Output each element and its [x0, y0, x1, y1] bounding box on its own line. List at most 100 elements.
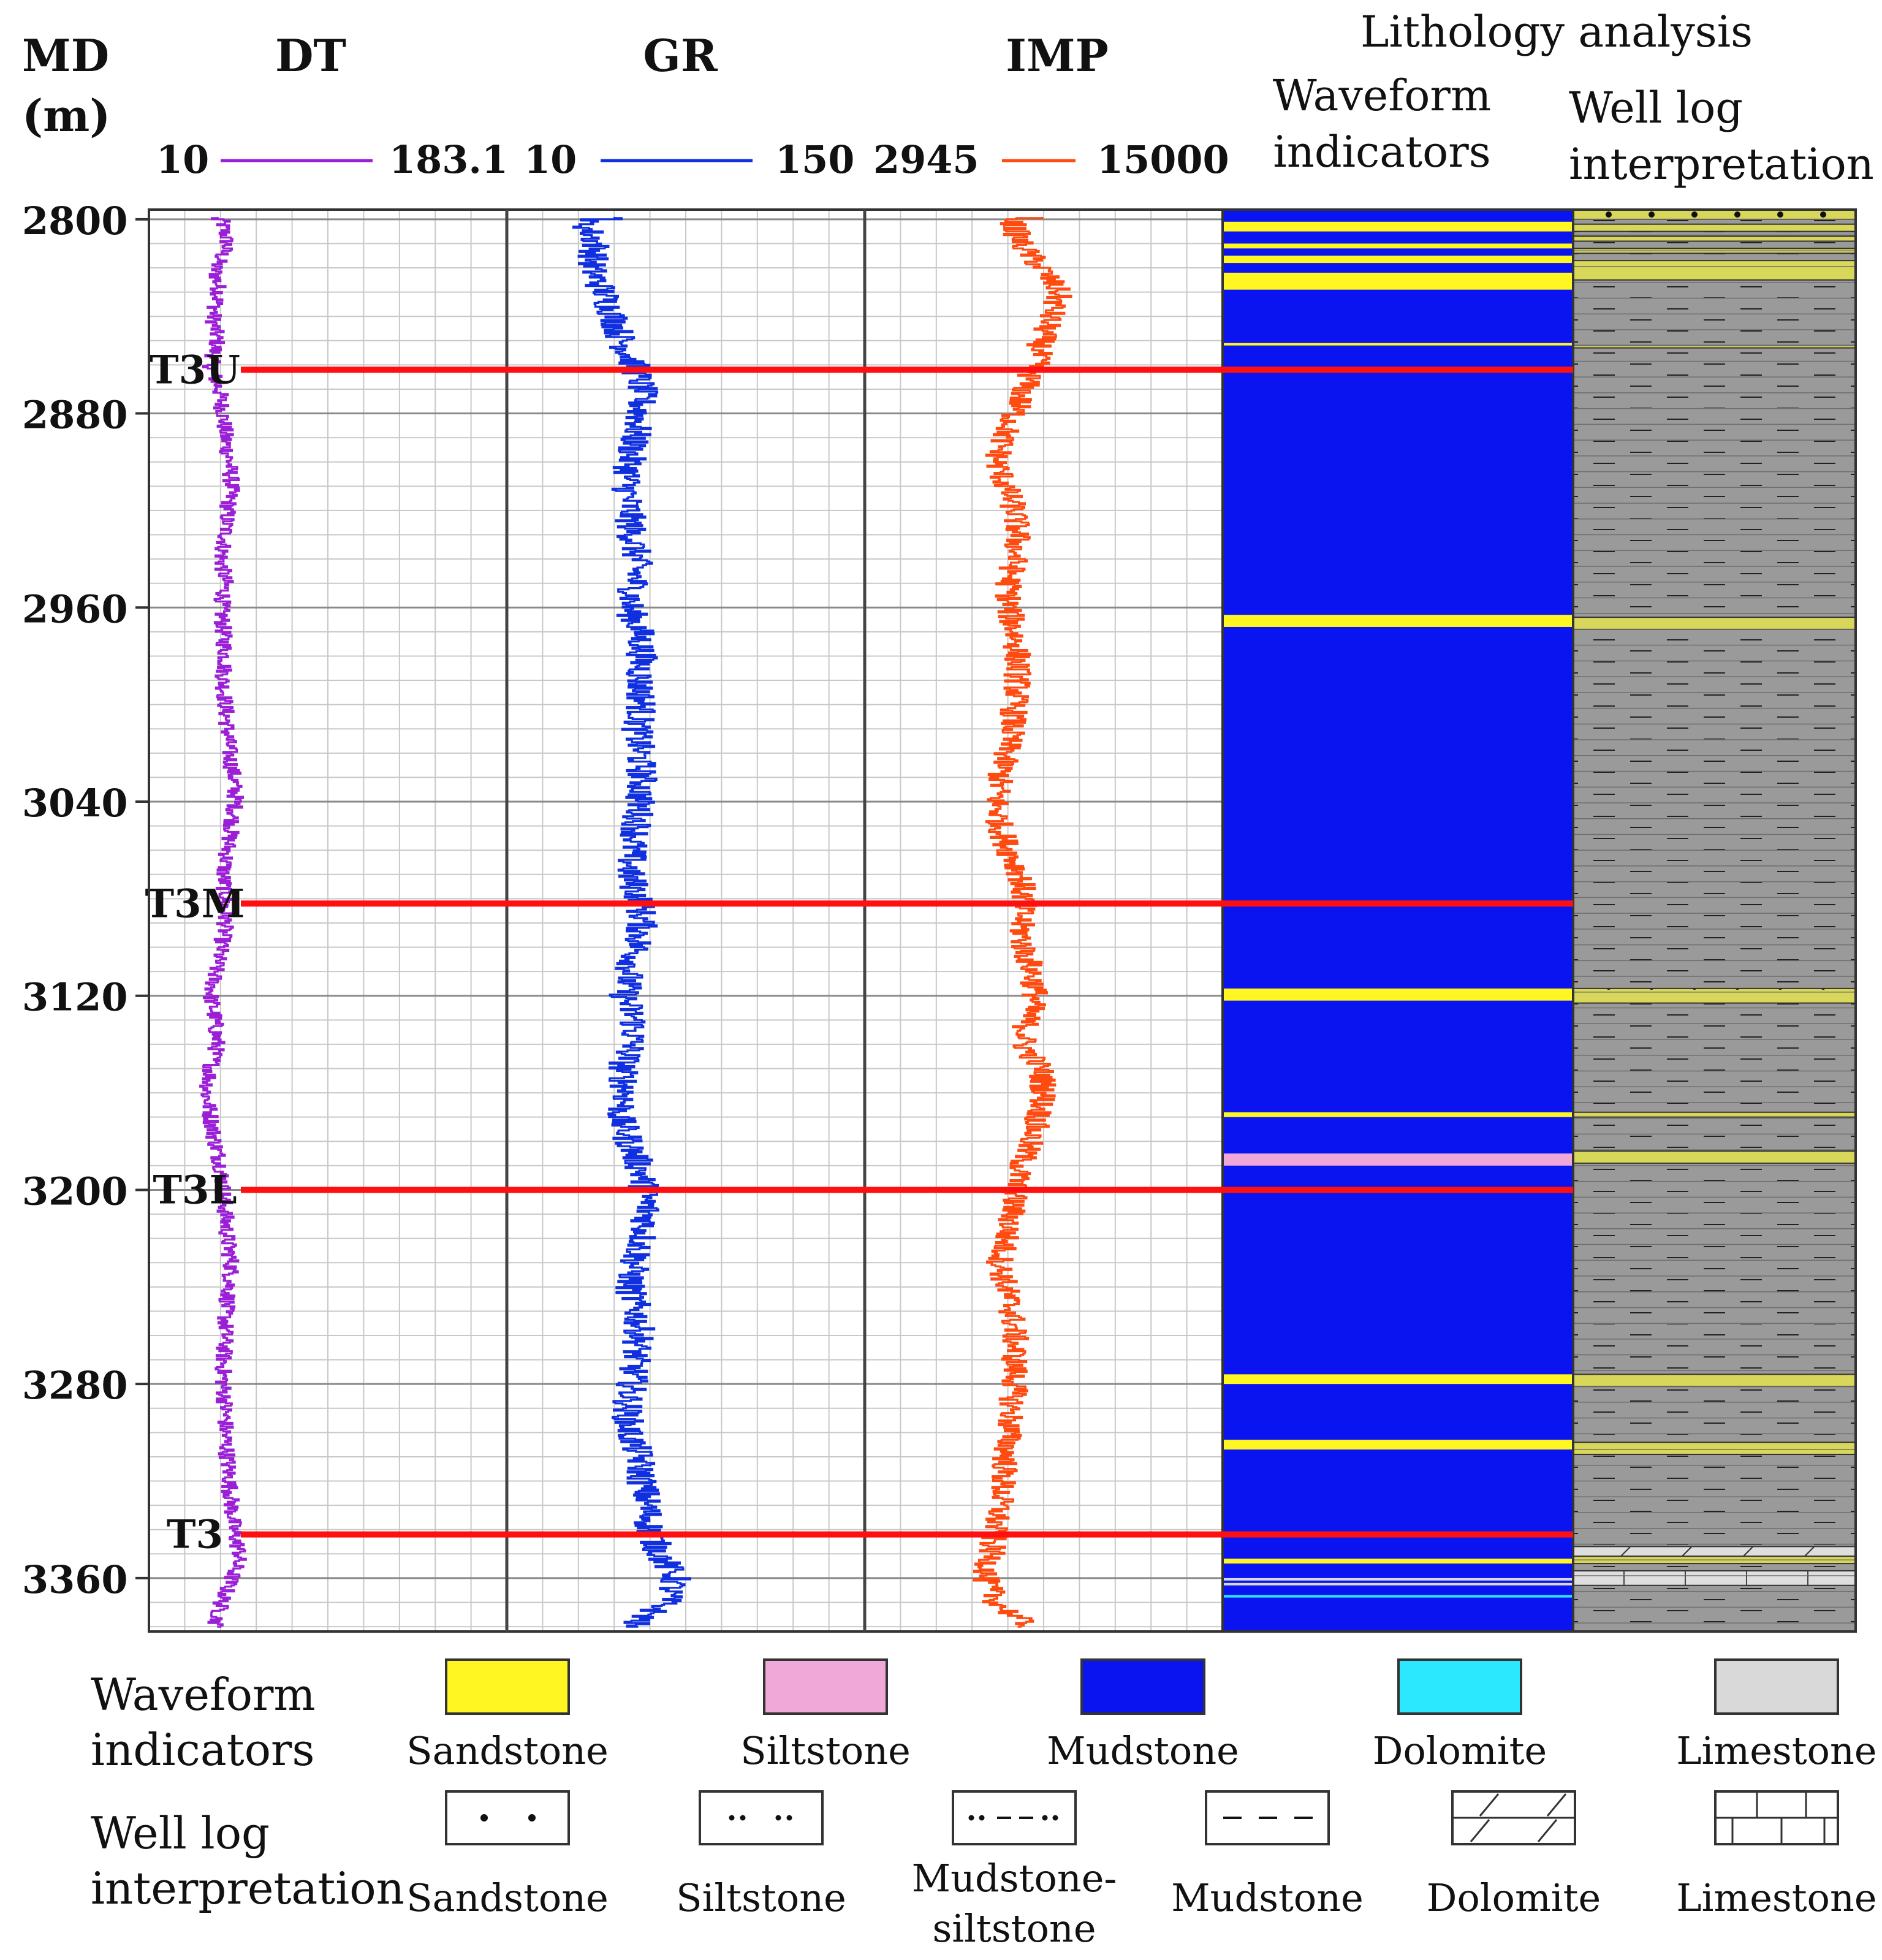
depth-axis: 2800 2880 2960 3040 3120 3200 3280 3360: [22, 199, 150, 1631]
gr-max-label: 150: [775, 137, 854, 182]
welllog-pattern-sandstone: [1573, 345, 1856, 348]
legend-label-sandstone: Sandstone: [406, 1875, 609, 1920]
waveform-band-sandstone: [1223, 615, 1573, 627]
md-unit-label: (m): [22, 89, 110, 142]
legend-pattern-dot: [528, 1814, 536, 1821]
md-label: MD: [22, 29, 109, 82]
gr-min-label: 10: [524, 137, 577, 182]
legend-swatch-dolomite: [1397, 1658, 1522, 1715]
welllog-pattern-mudstone: [1573, 210, 1856, 1631]
waveform-band-limestone: [1223, 1578, 1573, 1581]
waveform-band-sandstone: [1223, 1440, 1573, 1450]
legend-welllog-title-line1: Well log: [91, 1807, 270, 1859]
legend-pattern-dot: [1052, 1815, 1058, 1821]
track-name-dt: DT: [275, 29, 346, 82]
welllog-pattern-sandstone: [1573, 260, 1856, 280]
legend-label-limestone: Limestone: [1676, 1728, 1876, 1773]
legend-pattern-sandstone: [445, 1790, 570, 1845]
depth-tick-label: 2960: [22, 587, 128, 631]
welllog-pattern-sandstone: [1573, 1374, 1856, 1387]
depth-tick-label: 2880: [22, 393, 128, 438]
welllog-pattern-sandstone: [1573, 224, 1856, 232]
legend-pattern-dot: [968, 1815, 974, 1821]
waveform-band-limestone: [1223, 1582, 1573, 1586]
waveform-band-sandstone: [1223, 243, 1573, 249]
legend-swatch-limestone: [1714, 1658, 1839, 1715]
legend-pattern-dot: [786, 1815, 792, 1821]
welllog-pattern-limestone: [1573, 1571, 1856, 1586]
log-curves: [199, 216, 1072, 1628]
waveform-band-sandstone: [1223, 1374, 1573, 1385]
waveform-band-siltstone: [1223, 1153, 1573, 1166]
legend-waveform-title-line1: Waveform: [91, 1669, 316, 1720]
welllog-pattern-siltstone: [1573, 1151, 1856, 1163]
welllog-pattern-sandstone: [1573, 617, 1856, 629]
horizon-label-t3m: T3M: [145, 881, 245, 927]
horizon-label-t3u: T3U: [150, 347, 240, 393]
legend-pattern-dot: [740, 1815, 746, 1821]
legend-welllog-title-line2: interpretation: [91, 1863, 404, 1914]
legend-waveform-title-line2: indicators: [91, 1724, 314, 1776]
legend-pattern-dot: [1042, 1815, 1048, 1821]
waveform-band-sandstone: [1223, 272, 1573, 290]
legend-label-mudstone: Mudstone: [1171, 1875, 1364, 1920]
waveform-band-dolomite: [1223, 1595, 1573, 1598]
legend-pattern-siltstone: [699, 1790, 824, 1845]
waveform-title-line2: indicators: [1273, 127, 1490, 177]
legend-welllog-items: Sandstone Siltstone Mudstone-siltstone Muds…: [406, 1790, 1877, 1951]
legend-pattern-dot: [979, 1815, 985, 1821]
legend-swatch-siltstone: [763, 1658, 888, 1715]
welllog-title-line1: Well log: [1569, 83, 1743, 133]
legend-pattern-slash: [1546, 1793, 1567, 1817]
legend-label-sandstone: Sandstone: [406, 1728, 609, 1773]
legend-label-mudstone: Mudstone: [1047, 1728, 1239, 1773]
welllog-pattern-sandstone: [1573, 1112, 1856, 1117]
track-name-gr: GR: [643, 29, 718, 82]
legend-pattern-slash: [1479, 1793, 1500, 1817]
legend-label-mudstone-siltstone-line2: siltstone: [932, 1906, 1096, 1951]
legend-pattern-slash: [1537, 1819, 1558, 1842]
legend-label-limestone: Limestone: [1676, 1875, 1876, 1920]
waveform-band-sandstone: [1223, 256, 1573, 264]
imp-min-label: 2945: [873, 137, 979, 182]
waveform-band-sandstone: [1223, 221, 1573, 232]
depth-tick-label: 2800: [22, 199, 128, 243]
legend-pattern-dot: [480, 1814, 488, 1821]
curve-dt: [199, 216, 247, 1628]
horizon-lines: T3U T3M T3L T3: [145, 347, 1573, 1558]
depth-tick-label: 3280: [22, 1363, 128, 1408]
waveform-band-sandstone: [1223, 1112, 1573, 1117]
legend-label-mudstone-siltstone-line1: Mudstone-: [912, 1856, 1117, 1901]
welllog-pattern-sandstone: [1573, 236, 1856, 241]
legend-swatch-mudstone: [1080, 1658, 1205, 1715]
lithology-title: Lithology analysis: [1360, 7, 1753, 57]
legend-label-siltstone: Siltstone: [676, 1875, 846, 1920]
depth-tick-label: 3360: [22, 1557, 128, 1602]
dt-min-label: 10: [156, 137, 209, 182]
waveform-band-mudstone: [1223, 210, 1573, 1631]
curve-imp: [973, 216, 1072, 1628]
track-name-imp: IMP: [1006, 29, 1109, 82]
legend-label-dolomite: Dolomite: [1373, 1728, 1547, 1773]
legend-pattern-dot: [729, 1815, 735, 1821]
welllog-pattern-sandstone: [1573, 1442, 1856, 1454]
imp-max-label: 15000: [1097, 137, 1229, 182]
welllog-pattern-sandstone: [1573, 988, 1856, 1003]
welllog-title-line2: interpretation: [1569, 139, 1874, 189]
legend-pattern-slash: [1470, 1819, 1490, 1842]
welllog-pattern-dolomite: [1573, 1546, 1856, 1557]
depth-tick-label: 3120: [22, 975, 128, 1020]
legend-pattern-dot: [775, 1815, 781, 1821]
lithology-columns: [1223, 209, 1856, 1631]
waveform-band-sandstone: [1223, 1559, 1573, 1564]
depth-tick-label: 3040: [22, 781, 128, 826]
legend-swatch-sandstone: [445, 1658, 570, 1715]
horizon-label-t3: T3: [167, 1512, 223, 1558]
legend-label-siltstone: Siltstone: [740, 1728, 911, 1773]
waveform-band-sandstone: [1223, 988, 1573, 1001]
legend-waveform-items: Sandstone Siltstone Mudstone Dolomite Limest…: [406, 1658, 1877, 1773]
horizon-label-t3l: T3L: [153, 1167, 237, 1213]
track-grid: [149, 210, 1223, 1631]
